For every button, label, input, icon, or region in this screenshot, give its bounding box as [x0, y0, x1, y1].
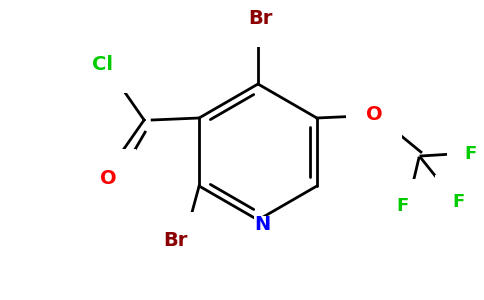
Text: F: F — [397, 197, 409, 215]
Text: O: O — [365, 104, 382, 124]
Text: Br: Br — [163, 232, 187, 250]
Text: N: N — [254, 215, 270, 235]
Text: F: F — [453, 193, 465, 211]
Text: F: F — [465, 145, 477, 163]
Text: O: O — [100, 169, 117, 188]
Text: Cl: Cl — [91, 55, 113, 74]
Text: Br: Br — [248, 8, 272, 28]
